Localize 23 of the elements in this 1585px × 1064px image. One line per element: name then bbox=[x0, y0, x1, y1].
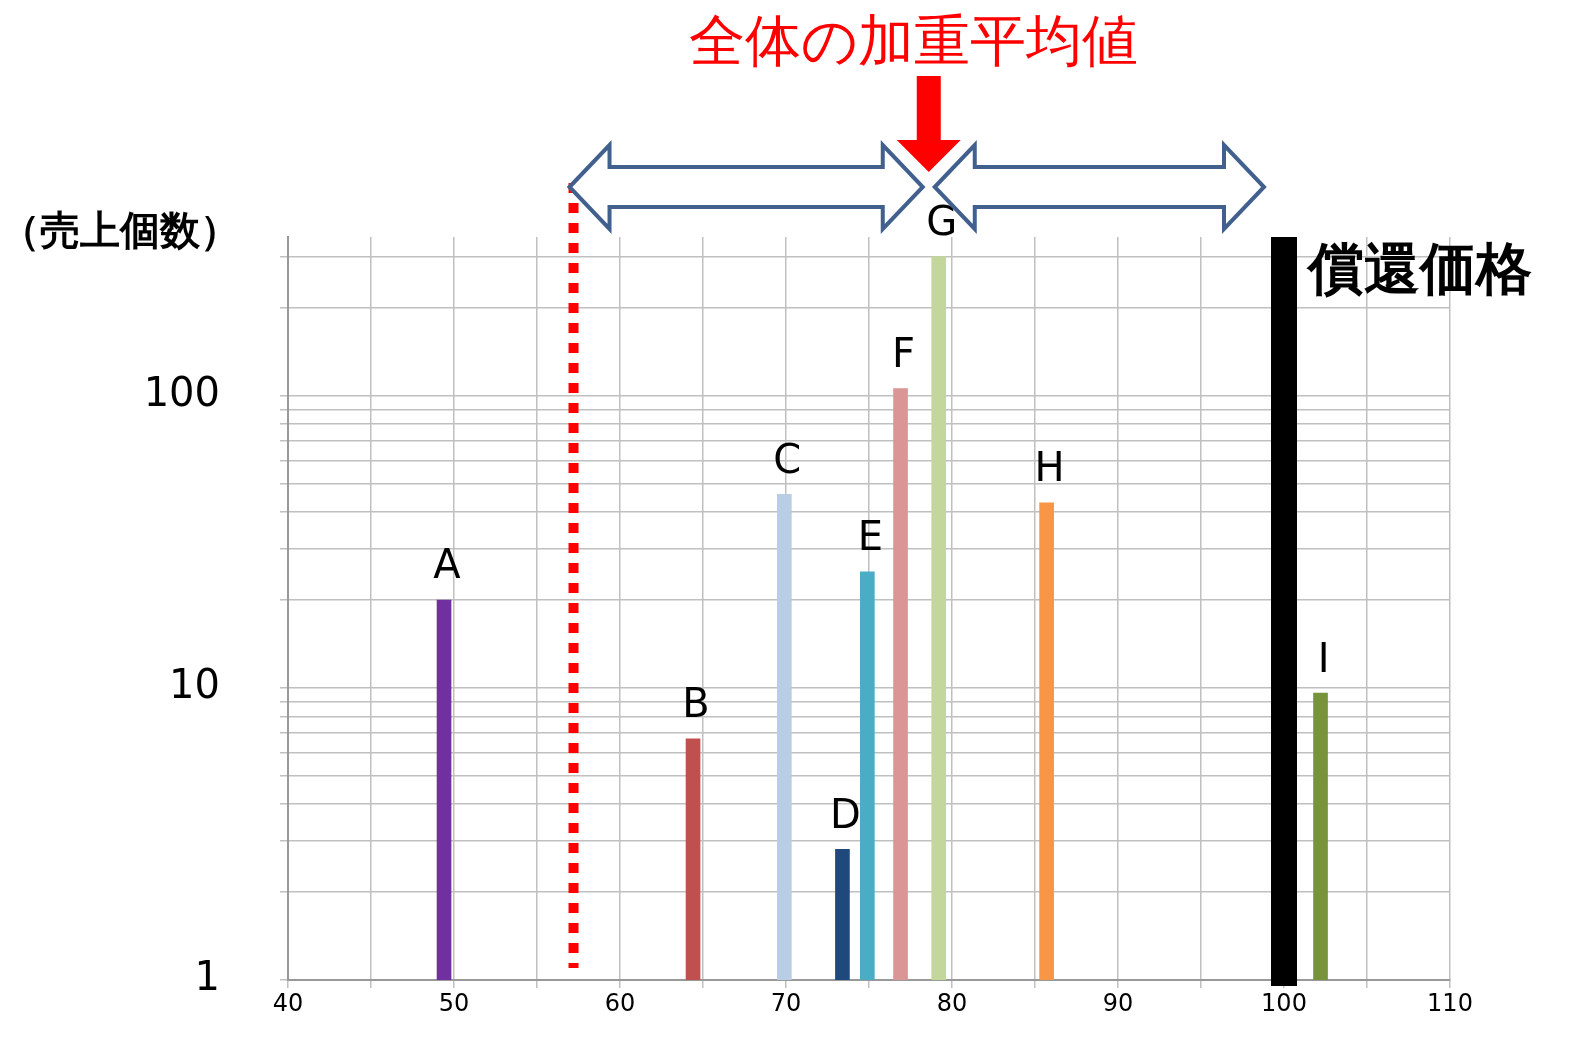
x-tick-label: 70 bbox=[770, 988, 802, 1017]
series-label: F bbox=[892, 329, 916, 376]
series-label: A bbox=[433, 541, 462, 588]
x-tick-label: 40 bbox=[272, 988, 304, 1017]
y-tick-label: 100 bbox=[143, 369, 220, 416]
y-tick-label: 1 bbox=[194, 953, 220, 1000]
x-tick-label: 100 bbox=[1261, 988, 1307, 1017]
x-tick-label: 110 bbox=[1427, 988, 1473, 1017]
series-label: G bbox=[926, 197, 958, 244]
series-label: H bbox=[1034, 444, 1065, 491]
series-label: E bbox=[857, 513, 883, 560]
text: 全体の加重平均値 bbox=[689, 7, 1139, 73]
x-tick-label: 50 bbox=[438, 988, 470, 1017]
x-tick-label: 80 bbox=[936, 988, 968, 1017]
ref-line-label: 償還価格 bbox=[1306, 235, 1532, 301]
y-axis-title: （売上個数） bbox=[0, 207, 240, 254]
series-label: D bbox=[830, 790, 861, 837]
x-tick-label: 60 bbox=[604, 988, 636, 1017]
series-label: C bbox=[773, 435, 802, 482]
series-label: I bbox=[1317, 634, 1330, 681]
series-label: B bbox=[682, 680, 710, 727]
x-tick-label: 90 bbox=[1102, 988, 1134, 1017]
y-tick-label: 10 bbox=[169, 661, 220, 708]
